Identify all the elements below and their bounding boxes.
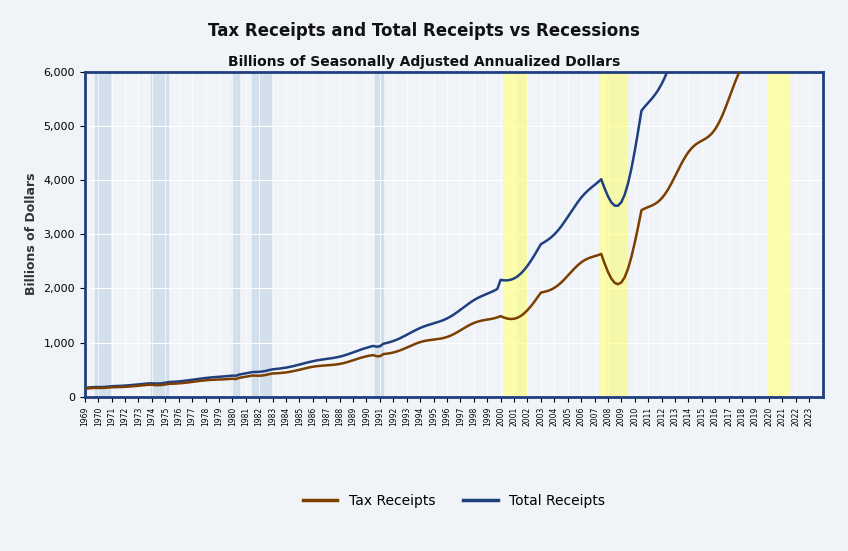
Text: Tax Receipts and Total Receipts vs Recessions: Tax Receipts and Total Receipts vs Reces… <box>208 22 640 40</box>
Bar <box>606 72 627 397</box>
Bar <box>516 72 526 397</box>
Bar <box>253 72 271 397</box>
Bar <box>599 72 627 397</box>
Bar <box>151 72 168 397</box>
Y-axis label: Billions of Dollars: Billions of Dollars <box>25 173 38 295</box>
Bar <box>232 72 239 397</box>
Bar <box>375 72 382 397</box>
Bar <box>504 72 526 397</box>
Bar <box>767 72 789 397</box>
Bar <box>95 72 110 397</box>
Text: Billions of Seasonally Adjusted Annualized Dollars: Billions of Seasonally Adjusted Annualiz… <box>228 55 620 69</box>
Legend: Tax Receipts, Total Receipts: Tax Receipts, Total Receipts <box>297 488 611 514</box>
